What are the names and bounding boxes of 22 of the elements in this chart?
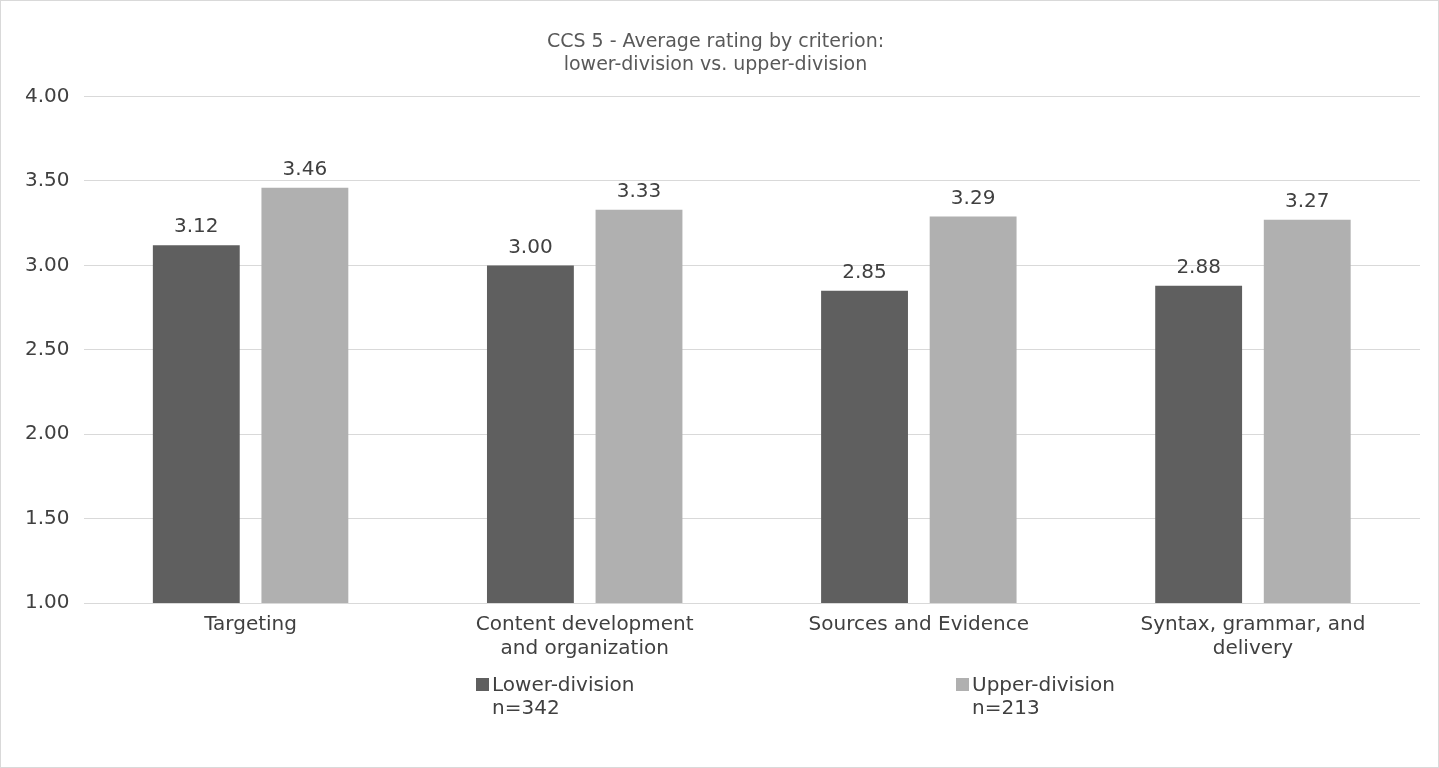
x-tick-label: Content development and organization: [475, 611, 694, 660]
x-tick-label: Syntax, grammar, and delivery: [1140, 611, 1366, 660]
data-label: 3.46: [282, 155, 328, 180]
y-tick-label: 2.50: [25, 336, 70, 360]
data-label: 2.88: [1176, 253, 1221, 278]
legend-label: Lower-division n=342: [492, 672, 635, 719]
data-label: 3.27: [1284, 188, 1330, 213]
x-tick-label: Sources and Evidence: [808, 611, 1030, 636]
chart-title: CCS 5 - Average rating by criterion: lower-division vs. upper-division: [546, 29, 885, 75]
data-label: 3.29: [950, 184, 996, 209]
data-label: 3.12: [174, 213, 219, 238]
data-label: 2.85: [842, 258, 887, 283]
y-tick-label: 1.00: [25, 589, 70, 614]
x-tick-label: Targeting: [203, 611, 297, 636]
data-label: 3.33: [616, 177, 662, 202]
legend-label: Upper-division n=213: [972, 672, 1116, 719]
y-tick-label: 3.50: [25, 167, 70, 192]
y-tick-label: 2.00: [25, 420, 70, 445]
y-tick-label: 3.00: [25, 251, 70, 276]
data-label: 3.00: [508, 233, 553, 258]
y-tick-label: 1.50: [25, 504, 70, 529]
y-tick-label: 4.00: [25, 82, 70, 107]
